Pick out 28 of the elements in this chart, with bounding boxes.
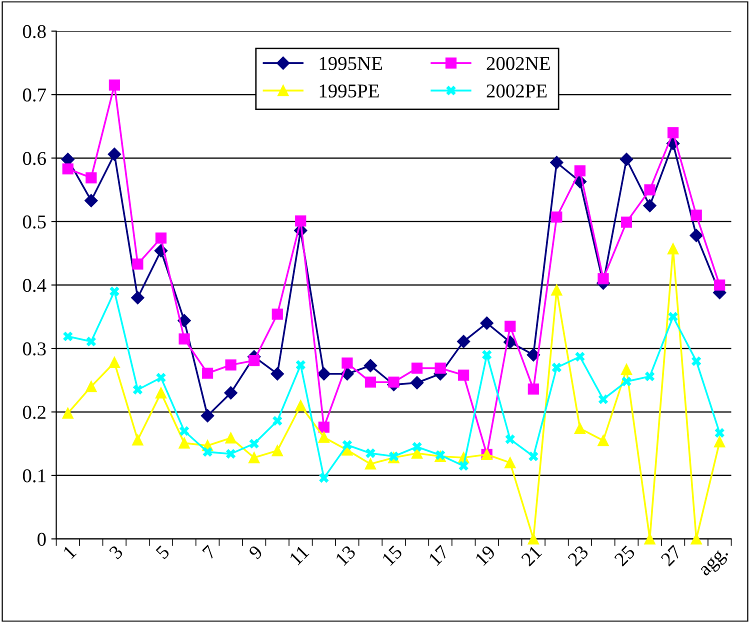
x-tick-label: 19 — [474, 544, 496, 566]
x-tick-label: 17 — [428, 544, 450, 566]
x-tick-label: 23 — [567, 544, 590, 567]
x-tick-label: 9 — [248, 544, 264, 560]
y-tick-label: 0.6 — [22, 152, 46, 166]
x-tick-label: 15 — [382, 544, 403, 566]
x-tick-label: 5 — [155, 544, 170, 560]
legend-label: 2002NE — [486, 56, 550, 70]
y-tick-label: 0.3 — [22, 342, 46, 356]
x-tick-label: 25 — [614, 544, 636, 567]
y-tick-label: 0.8 — [22, 24, 46, 38]
x-tick-label: 7 — [202, 544, 217, 560]
x-tick-label: 3 — [108, 544, 124, 560]
legend-label: 1995NE — [320, 57, 382, 70]
x-tick-label: 13 — [335, 544, 356, 566]
y-tick-label: 0 — [38, 532, 46, 546]
x-tick-label: agg. — [699, 547, 732, 580]
x-tick-label: 21 — [520, 545, 542, 566]
x-tick-label: 1 — [62, 545, 77, 559]
x-tick-label: 27 — [660, 544, 682, 566]
x-tick-label: 11 — [289, 545, 310, 566]
legend-label: 1995PE — [320, 84, 379, 98]
y-tick-label: 0.4 — [22, 278, 46, 292]
y-tick-label: 0.2 — [22, 406, 46, 419]
y-tick-label: 0.7 — [22, 88, 46, 102]
y-tick-label: 0.1 — [22, 469, 46, 482]
y-tick-label: 0.5 — [22, 215, 46, 229]
legend-label: 2002PE — [486, 84, 547, 98]
